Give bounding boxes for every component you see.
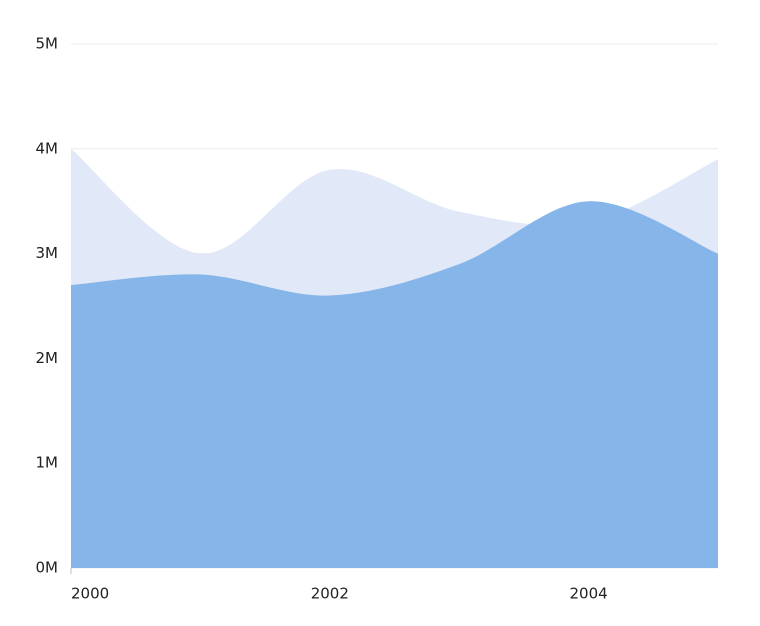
x-tick-label: 2004 [570,585,608,603]
y-tick-label: 4M [36,139,59,157]
y-tick-label: 1M [36,454,59,472]
y-tick-label: 3M [36,244,59,262]
y-tick-label: 2M [36,349,59,367]
y-tick-label: 5M [36,35,59,53]
area [71,201,718,568]
x-tick-label: 2000 [71,585,109,603]
x-tick-label: 2002 [311,585,349,603]
y-tick-label: 0M [36,559,59,577]
